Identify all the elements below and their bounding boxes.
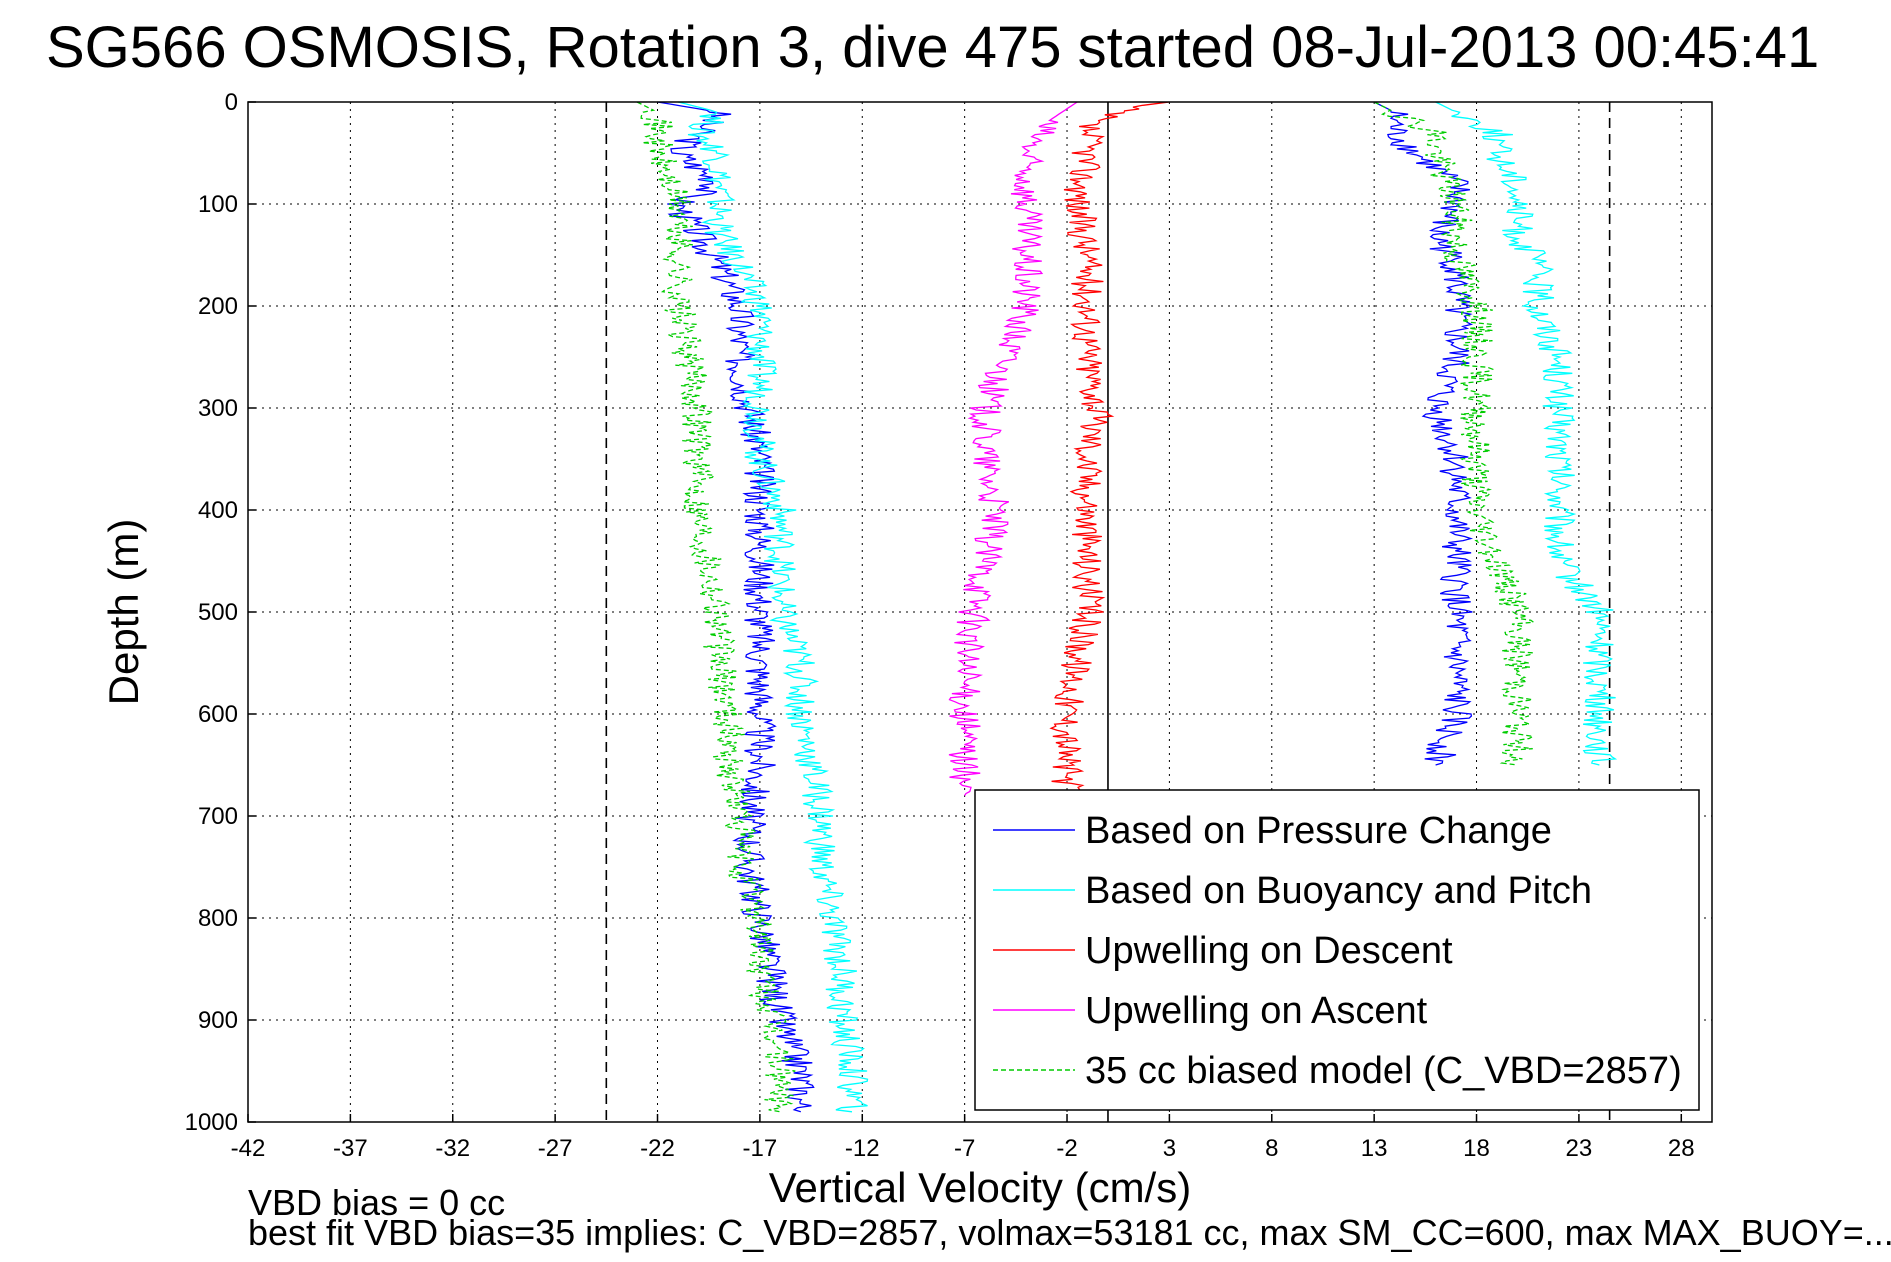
y-tick-label: 1000 [185, 1109, 238, 1136]
x-tick-label: -12 [845, 1135, 880, 1162]
vbd-bias-note: VBD bias = 0 cc [248, 1182, 506, 1223]
legend-entry: Upwelling on Descent [1085, 930, 1453, 972]
x-tick-label: 8 [1265, 1135, 1278, 1162]
axis-ticks: -42 -37 -32 -27 -22 -17 -12 -7 -2 3 8 13 18 23 28 0 100 2… [185, 89, 1695, 1162]
series-lines [636, 101, 1618, 1113]
series-line [948, 101, 1078, 796]
x-tick-label: -7 [954, 1135, 975, 1162]
series-line [1435, 101, 1618, 766]
x-tick-label: 18 [1463, 1135, 1490, 1162]
y-tick-label: 400 [198, 497, 238, 524]
series-line [636, 101, 796, 1113]
y-tick-label: 900 [198, 1007, 238, 1034]
x-tick-label: 3 [1163, 1135, 1176, 1162]
y-tick-label: 700 [198, 803, 238, 830]
x-tick-label: -17 [743, 1135, 778, 1162]
x-tick-label: -22 [640, 1135, 675, 1162]
legend-entry: Based on Pressure Change [1085, 810, 1552, 852]
legend: Based on Pressure Change Based on Buoyanc… [974, 789, 1700, 1111]
series-line [677, 101, 869, 1113]
legend-box [974, 789, 1700, 1111]
y-tick-label: 300 [198, 395, 238, 422]
y-tick-label: 100 [198, 191, 238, 218]
best-fit-note: best fit VBD bias=35 implies: C_VBD=2857… [248, 1212, 1891, 1253]
x-tick-label: 28 [1668, 1135, 1695, 1162]
x-tick-label: 13 [1361, 1135, 1388, 1162]
x-tick-label: -2 [1056, 1135, 1077, 1162]
x-tick-label: -37 [333, 1135, 368, 1162]
y-tick-label: 200 [198, 293, 238, 320]
chart-title: SG566 OSMOSIS, Rotation 3, dive 475 star… [46, 15, 1820, 80]
x-tick-label: -42 [231, 1135, 266, 1162]
series-line [1373, 101, 1474, 766]
y-tick-label: 0 [225, 89, 238, 116]
y-tick-label: 500 [198, 599, 238, 626]
series-line [1373, 101, 1536, 766]
series-line [1049, 101, 1170, 797]
x-tick-label: -27 [538, 1135, 573, 1162]
series-line [657, 101, 815, 1113]
y-axis-label: Depth (m) [100, 519, 147, 706]
legend-entry: 35 cc biased model (C_VBD=2857) [1085, 1050, 1682, 1092]
x-tick-label: -32 [435, 1135, 470, 1162]
x-tick-label: 23 [1566, 1135, 1593, 1162]
y-tick-label: 800 [198, 905, 238, 932]
legend-entry: Upwelling on Ascent [1085, 990, 1428, 1032]
x-axis-label: Vertical Velocity (cm/s) [769, 1164, 1191, 1211]
y-tick-label: 600 [198, 701, 238, 728]
legend-entry: Based on Buoyancy and Pitch [1085, 870, 1592, 912]
